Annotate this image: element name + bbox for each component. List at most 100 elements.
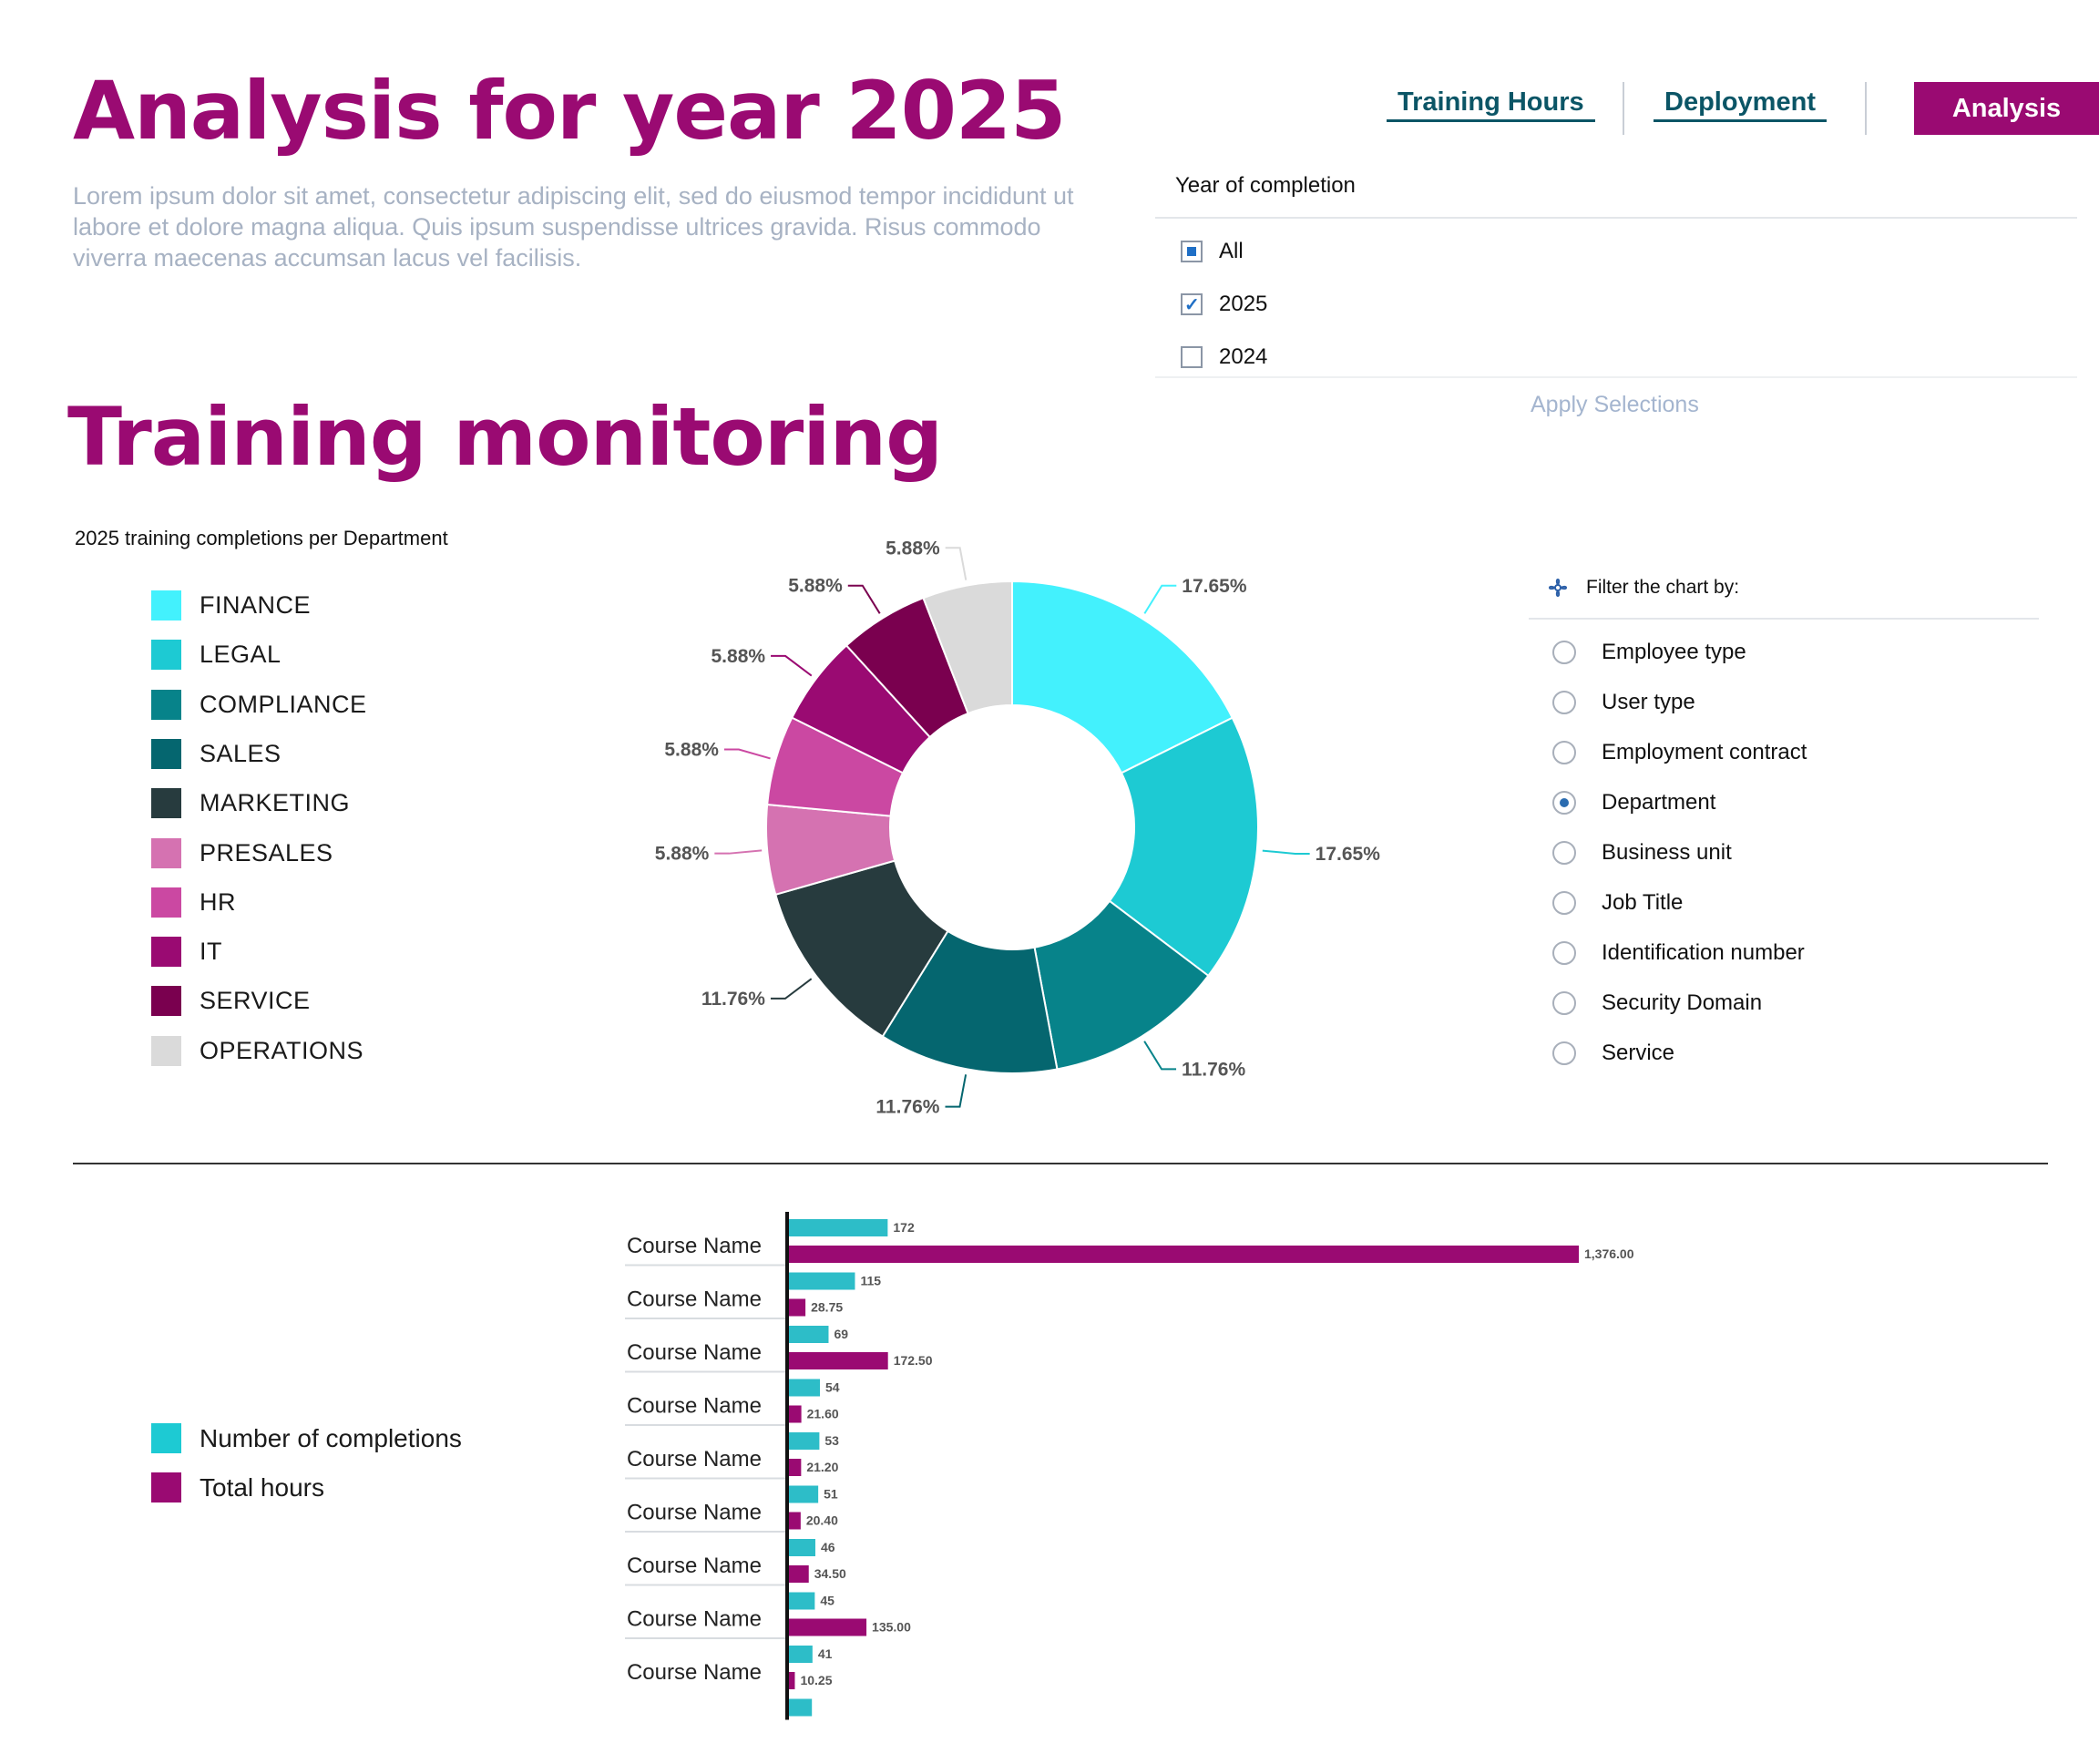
divider: [1155, 376, 2077, 378]
divider: [1529, 618, 2039, 620]
legend-label: LEGAL: [200, 641, 282, 669]
legend-item: PRESALES: [151, 837, 333, 868]
bar-completions[interactable]: [789, 1219, 888, 1236]
bar-data-label: 69: [834, 1327, 848, 1341]
legend-swatch: [151, 1035, 181, 1066]
filter-option[interactable]: Security Domain: [1552, 990, 1762, 1016]
bar-completions[interactable]: [789, 1698, 813, 1717]
legend-label: SERVICE: [200, 987, 311, 1015]
donut-leader-line: [714, 849, 763, 855]
filter-option-label: Employment contract: [1602, 740, 1807, 764]
bar-data-label: 41: [818, 1646, 833, 1661]
checkbox-partial[interactable]: [1181, 241, 1203, 262]
year-option-2025[interactable]: ✓ 2025: [1181, 292, 1267, 317]
donut-slice[interactable]: [1108, 716, 1259, 978]
radio-button[interactable]: [1552, 641, 1576, 664]
page-description: Lorem ipsum dolor sit amet, consectetur …: [73, 182, 1074, 272]
section-title: Training monitoring: [67, 390, 943, 484]
apply-selections-button[interactable]: Apply Selections: [1531, 392, 1699, 417]
donut-data-label: 17.65%: [1316, 844, 1381, 865]
legend-swatch: [151, 1423, 181, 1453]
bar-completions[interactable]: [789, 1646, 813, 1663]
donut-leader-line: [847, 584, 881, 614]
nav-link-deployment[interactable]: Deployment: [1654, 87, 1827, 122]
legend-swatch: [151, 937, 181, 968]
legend-swatch: [151, 1472, 181, 1502]
donut-data-label: 5.88%: [712, 646, 766, 667]
bar-completions[interactable]: [789, 1485, 819, 1503]
checkbox-checked[interactable]: ✓: [1181, 293, 1203, 315]
donut-data-label: 11.76%: [701, 989, 765, 1010]
donut-chart-title: 2025 training completions per Department: [75, 527, 448, 549]
radio-button[interactable]: [1552, 741, 1576, 764]
donut-leader-line: [1262, 849, 1310, 855]
filter-option[interactable]: Identification number: [1552, 940, 1805, 966]
legend-label: HR: [200, 887, 236, 916]
bar-total-hours[interactable]: [789, 1352, 888, 1369]
filter-option[interactable]: Department: [1552, 790, 1715, 815]
section-divider: [73, 1163, 2048, 1164]
bar-completions[interactable]: [789, 1272, 855, 1290]
nav-link-training-hours[interactable]: Training Hours: [1387, 87, 1595, 122]
legend-swatch: [151, 887, 181, 918]
bar-total-hours[interactable]: [789, 1672, 795, 1689]
bar-data-label: 28.75: [811, 1300, 843, 1315]
bar-total-hours[interactable]: [789, 1298, 806, 1317]
legend-label: OPERATIONS: [200, 1036, 364, 1064]
bar-total-hours[interactable]: [789, 1459, 802, 1476]
bar-total-hours[interactable]: [789, 1512, 801, 1530]
bar-completions[interactable]: [789, 1379, 821, 1397]
bar-total-hours[interactable]: [789, 1405, 802, 1423]
year-option-2024[interactable]: 2024: [1181, 344, 1267, 370]
donut-slice[interactable]: [1011, 579, 1234, 774]
filter-option[interactable]: Job Title: [1552, 890, 1683, 916]
donut-leader-line: [1143, 1041, 1177, 1071]
donut-leader-line: [1143, 584, 1177, 614]
filter-option[interactable]: Business unit: [1552, 840, 1732, 866]
filter-option[interactable]: Employment contract: [1552, 740, 1807, 765]
radio-button[interactable]: [1552, 891, 1576, 915]
bar-data-label: 54: [825, 1380, 840, 1395]
radio-button[interactable]: [1552, 991, 1576, 1015]
legend-item: IT: [151, 937, 222, 968]
filter-option[interactable]: User type: [1552, 690, 1695, 715]
donut-data-label: 5.88%: [886, 538, 940, 559]
bar-completions[interactable]: [789, 1326, 829, 1343]
bar-total-hours[interactable]: [789, 1565, 809, 1583]
filter-panel-title: Filter the chart by:: [1586, 577, 1740, 598]
radio-button[interactable]: [1552, 941, 1576, 965]
legend-label: MARKETING: [200, 789, 351, 817]
legend-label: Number of completions: [200, 1423, 462, 1452]
donut-leader-line: [723, 748, 771, 760]
bar-data-label: 115: [860, 1274, 881, 1288]
filter-option-label: Identification number: [1602, 940, 1805, 965]
legend-swatch: [151, 689, 181, 720]
radio-button[interactable]: [1552, 1041, 1576, 1065]
radio-button[interactable]: [1552, 691, 1576, 714]
legend-label: Total hours: [200, 1472, 324, 1502]
legend-item: FINANCE: [151, 590, 311, 620]
donut-data-label: 5.88%: [664, 740, 719, 761]
filter-option-label: Service: [1602, 1041, 1675, 1065]
bar-data-label: 172: [893, 1220, 915, 1235]
bar-total-hours[interactable]: [789, 1618, 867, 1636]
category-label: Course Name: [627, 1554, 762, 1578]
donut-leader-line: [770, 978, 813, 1000]
filter-option[interactable]: Service: [1552, 1041, 1674, 1066]
bar-completions[interactable]: [789, 1432, 820, 1450]
donut-data-label: 11.76%: [1182, 1059, 1245, 1080]
year-option-all[interactable]: All: [1181, 239, 1244, 264]
radio-button[interactable]: [1552, 791, 1576, 815]
legend-item: SERVICE: [151, 986, 311, 1017]
filter-option[interactable]: Employee type: [1552, 640, 1746, 665]
donut-slice[interactable]: [922, 579, 1013, 715]
radio-button[interactable]: [1552, 841, 1576, 865]
nav-button-analysis[interactable]: Analysis: [1914, 82, 2099, 135]
bar-total-hours[interactable]: [789, 1246, 1579, 1263]
checkbox-unchecked[interactable]: [1181, 346, 1203, 368]
bar-completions[interactable]: [789, 1592, 815, 1610]
donut-leader-line: [771, 654, 813, 677]
bar-completions[interactable]: [789, 1539, 815, 1556]
bar-data-label: 172.50: [894, 1353, 933, 1368]
legend-swatch: [151, 837, 181, 868]
